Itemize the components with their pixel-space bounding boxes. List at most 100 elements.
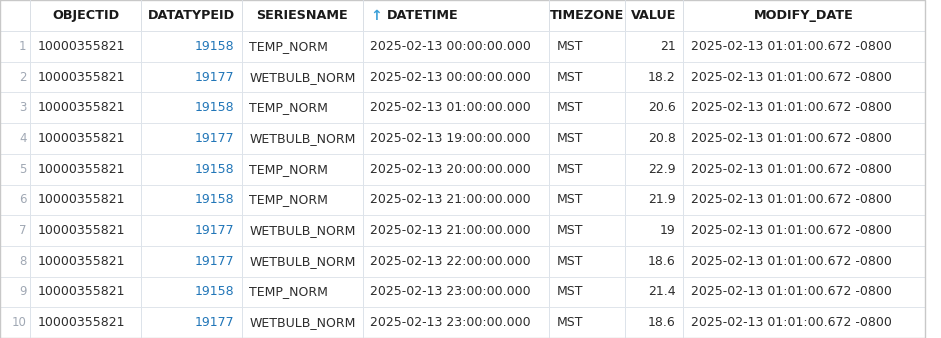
Text: 8: 8 (19, 255, 26, 268)
Text: DATATYPEID: DATATYPEID (148, 9, 235, 22)
Bar (141, 246, 242, 276)
Text: MST: MST (556, 193, 583, 207)
Text: TEMP_NORM: TEMP_NORM (249, 101, 328, 114)
Text: MST: MST (556, 101, 583, 114)
Bar (550, 215, 625, 246)
Bar (362, 31, 550, 62)
Bar (683, 62, 925, 93)
Bar (0, 246, 30, 276)
Bar (362, 62, 550, 93)
Bar (683, 0, 925, 31)
Bar (242, 307, 362, 338)
Text: 2025-02-13 20:00:00.000: 2025-02-13 20:00:00.000 (370, 163, 531, 176)
Bar (30, 246, 141, 276)
Bar (0, 31, 30, 62)
Bar (30, 276, 141, 307)
Bar (30, 123, 141, 154)
Text: 18.6: 18.6 (648, 255, 676, 268)
Text: 2025-02-13 23:00:00.000: 2025-02-13 23:00:00.000 (370, 316, 531, 329)
Text: OBJECTID: OBJECTID (52, 9, 120, 22)
Text: 9: 9 (19, 286, 26, 298)
Bar (625, 93, 683, 123)
Bar (141, 31, 242, 62)
Text: 2025-02-13 22:00:00.000: 2025-02-13 22:00:00.000 (370, 255, 531, 268)
Bar (30, 307, 141, 338)
Bar (141, 276, 242, 307)
Bar (625, 154, 683, 185)
Text: 19177: 19177 (195, 255, 234, 268)
Text: 4: 4 (19, 132, 26, 145)
Text: 21.4: 21.4 (648, 286, 676, 298)
Text: SERIESNAME: SERIESNAME (257, 9, 348, 22)
Text: 19177: 19177 (195, 316, 234, 329)
Bar (683, 31, 925, 62)
Bar (625, 31, 683, 62)
Text: 2025-02-13 21:00:00.000: 2025-02-13 21:00:00.000 (370, 193, 531, 207)
Bar (362, 276, 550, 307)
Text: MST: MST (556, 224, 583, 237)
Bar (683, 307, 925, 338)
Bar (362, 154, 550, 185)
Bar (362, 307, 550, 338)
Bar (625, 307, 683, 338)
Bar (550, 276, 625, 307)
Bar (550, 307, 625, 338)
Bar (30, 0, 141, 31)
Bar (141, 154, 242, 185)
Text: 10000355821: 10000355821 (38, 224, 125, 237)
Bar (0, 0, 30, 31)
Bar (550, 246, 625, 276)
Bar (362, 123, 550, 154)
Text: 2025-02-13 01:01:00.672 -0800: 2025-02-13 01:01:00.672 -0800 (691, 224, 891, 237)
Bar (683, 93, 925, 123)
Text: 2025-02-13 23:00:00.000: 2025-02-13 23:00:00.000 (370, 286, 531, 298)
Bar (362, 93, 550, 123)
Text: DATETIME: DATETIME (387, 9, 458, 22)
Text: TIMEZONE: TIMEZONE (550, 9, 624, 22)
Text: 19158: 19158 (195, 163, 234, 176)
Bar (242, 215, 362, 246)
Bar (550, 185, 625, 215)
Bar (242, 185, 362, 215)
Text: 2025-02-13 01:01:00.672 -0800: 2025-02-13 01:01:00.672 -0800 (691, 132, 891, 145)
Text: WETBULB_NORM: WETBULB_NORM (249, 224, 356, 237)
Bar (0, 93, 30, 123)
Bar (141, 185, 242, 215)
Bar (625, 123, 683, 154)
Bar (141, 93, 242, 123)
Text: 2025-02-13 01:01:00.672 -0800: 2025-02-13 01:01:00.672 -0800 (691, 163, 891, 176)
Bar (242, 31, 362, 62)
Text: 5: 5 (19, 163, 26, 176)
Bar (242, 123, 362, 154)
Bar (0, 215, 30, 246)
Text: 22.9: 22.9 (648, 163, 676, 176)
Text: 3: 3 (19, 101, 26, 114)
Bar (0, 185, 30, 215)
Bar (683, 246, 925, 276)
Text: VALUE: VALUE (631, 9, 677, 22)
Text: MST: MST (556, 71, 583, 83)
Bar (550, 123, 625, 154)
Text: 2025-02-13 21:00:00.000: 2025-02-13 21:00:00.000 (370, 224, 531, 237)
Bar (30, 31, 141, 62)
Bar (0, 276, 30, 307)
Text: WETBULB_NORM: WETBULB_NORM (249, 71, 356, 83)
Text: WETBULB_NORM: WETBULB_NORM (249, 255, 356, 268)
Text: ↑: ↑ (370, 8, 382, 23)
Text: 2025-02-13 19:00:00.000: 2025-02-13 19:00:00.000 (370, 132, 531, 145)
Text: MST: MST (556, 163, 583, 176)
Bar (242, 93, 362, 123)
Bar (141, 0, 242, 31)
Text: 2025-02-13 01:01:00.672 -0800: 2025-02-13 01:01:00.672 -0800 (691, 101, 891, 114)
Text: MST: MST (556, 132, 583, 145)
Text: 7: 7 (19, 224, 26, 237)
Text: MST: MST (556, 316, 583, 329)
Text: 2025-02-13 01:01:00.672 -0800: 2025-02-13 01:01:00.672 -0800 (691, 255, 891, 268)
Text: 18.2: 18.2 (648, 71, 676, 83)
Bar (0, 307, 30, 338)
Text: 10000355821: 10000355821 (38, 40, 125, 53)
Text: TEMP_NORM: TEMP_NORM (249, 193, 328, 207)
Text: 10000355821: 10000355821 (38, 286, 125, 298)
Bar (141, 62, 242, 93)
Text: 19177: 19177 (195, 224, 234, 237)
